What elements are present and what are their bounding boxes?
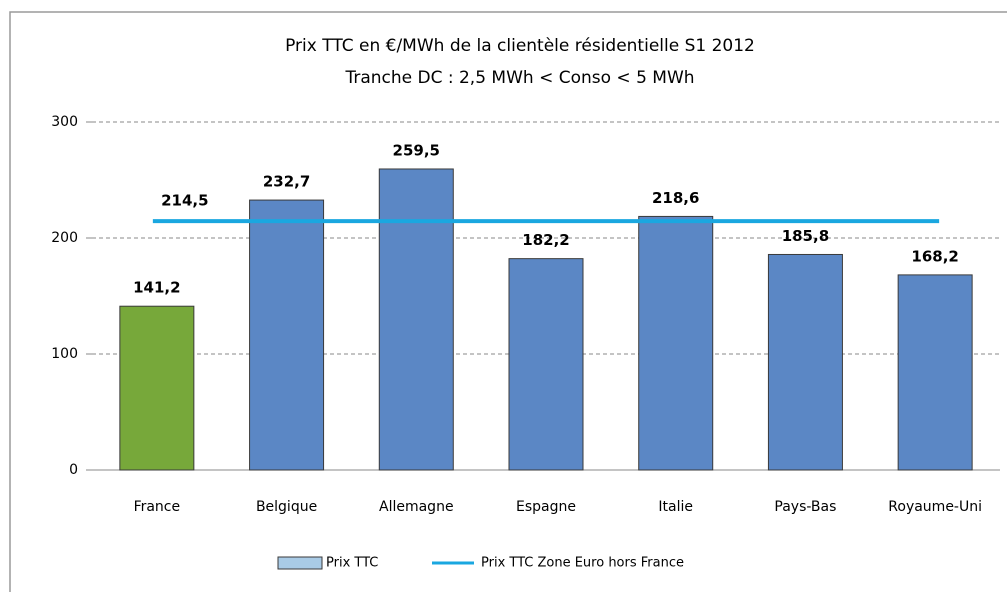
x-tick-label: Allemagne	[379, 499, 454, 515]
x-tick-label: Espagne	[516, 499, 576, 515]
bar	[767, 253, 843, 471]
y-tick-label: 200	[51, 230, 78, 246]
legend-swatch	[277, 556, 323, 570]
bar	[378, 168, 454, 471]
x-tick-label: France	[134, 499, 181, 515]
value-label: 182,2	[522, 231, 569, 249]
value-label: 232,7	[263, 173, 310, 191]
chart-title: Prix TTC en €/MWh de la clientèle réside…	[285, 36, 755, 56]
legend-label: Prix TTC	[326, 556, 378, 571]
bar	[508, 258, 584, 471]
value-label: 218,6	[652, 189, 699, 207]
reference-label: 214,5	[161, 192, 208, 210]
bar	[249, 199, 325, 471]
value-label: 141,2	[133, 279, 180, 297]
x-tick-label: Belgique	[256, 499, 317, 515]
y-tick-label: 0	[69, 462, 78, 478]
bar	[897, 274, 973, 471]
y-tick-label: 300	[51, 114, 78, 130]
chart-subtitle: Tranche DC : 2,5 MWh < Conso < 5 MWh	[344, 68, 694, 88]
value-label: 185,8	[782, 227, 829, 245]
value-label: 259,5	[393, 141, 440, 159]
x-tick-label: Royaume-Uni	[888, 499, 982, 515]
value-label: 168,2	[911, 247, 958, 265]
bar	[638, 215, 714, 471]
x-tick-label: Italie	[658, 499, 693, 515]
legend-label: Prix TTC Zone Euro hors France	[481, 556, 684, 571]
bar	[119, 305, 195, 471]
x-tick-label: Pays-Bas	[774, 499, 836, 515]
y-tick-label: 100	[51, 346, 78, 362]
